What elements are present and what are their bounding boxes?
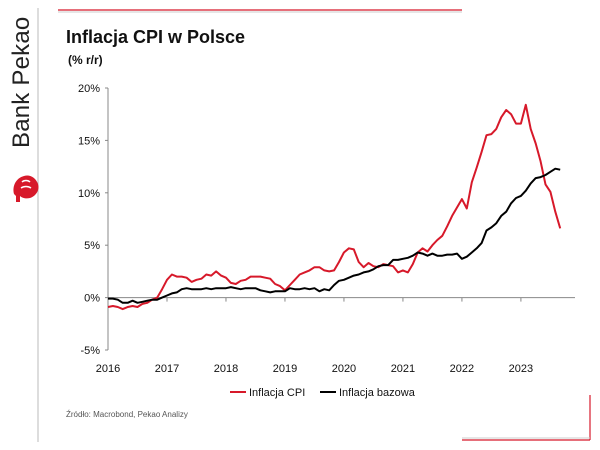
y-tick-label: 10% — [78, 188, 100, 200]
bison-logo-icon — [13, 175, 39, 202]
cpi-series-line — [107, 103, 562, 311]
y-tick-label: 20% — [78, 83, 100, 95]
x-tick-label: 2017 — [155, 363, 179, 375]
y-tick-label: 15% — [78, 135, 100, 147]
chart-subtitle: (% r/r) — [68, 53, 103, 67]
x-tick-label: 2022 — [450, 363, 474, 375]
brand-strip — [13, 8, 39, 442]
x-tick-label: 2023 — [509, 363, 533, 375]
x-tick-label: 2016 — [96, 363, 120, 375]
y-tick-label: 0% — [84, 293, 100, 305]
legend-label-cpi: Inflacja CPI — [249, 387, 305, 399]
x-axis: 2016 2017 2018 2019 2020 2021 2022 2023 — [96, 297, 575, 375]
core-inflation-series-line — [108, 167, 561, 304]
legend-label-core: Inflacja bazowa — [339, 387, 416, 399]
y-tick-label: 5% — [84, 240, 100, 252]
x-tick-label: 2021 — [391, 363, 415, 375]
chart-title: Inflacja CPI w Polsce — [66, 27, 246, 47]
y-tick-label: -5% — [80, 345, 100, 357]
legend: Inflacja CPI Inflacja bazowa — [230, 387, 416, 399]
x-tick-label: 2020 — [332, 363, 356, 375]
source-note: Źródło: Macrobond, Pekao Analizy — [66, 410, 188, 419]
series-layer — [107, 103, 562, 311]
y-axis: -5% 0% 5% 10% 15% 20% — [78, 83, 109, 357]
x-tick-label: 2019 — [273, 363, 297, 375]
x-tick-label: 2018 — [214, 363, 238, 375]
